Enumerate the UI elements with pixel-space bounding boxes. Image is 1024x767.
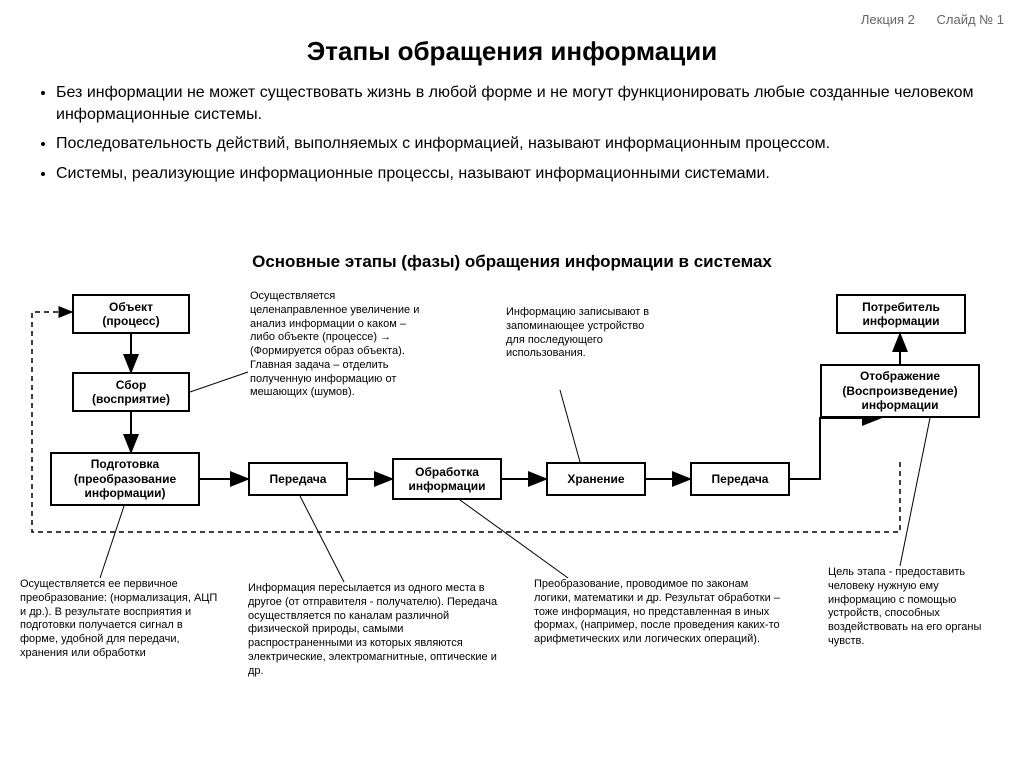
bullet-item: Системы, реализующие информационные проц… bbox=[56, 163, 994, 185]
note-n_obrab: Преобразование, проводимое по законам ло… bbox=[534, 578, 784, 647]
page-title: Этапы обращения информации bbox=[0, 36, 1024, 67]
note-n_pered: Информация пересылается из одного места … bbox=[248, 582, 498, 678]
box-pered1: Передача bbox=[248, 462, 348, 496]
note-n_sbor: Осуществляется целенаправленное увеличен… bbox=[250, 290, 428, 400]
callout-line-0 bbox=[190, 372, 248, 392]
slide-label: Слайд № 1 bbox=[937, 12, 1004, 27]
polyline-0 bbox=[790, 418, 880, 479]
bullet-item: Без информации не может существовать жиз… bbox=[56, 82, 994, 125]
box-hran: Хранение bbox=[546, 462, 646, 496]
callout-line-3 bbox=[300, 496, 344, 582]
subtitle: Основные этапы (фазы) обращения информац… bbox=[0, 252, 1024, 272]
header-meta: Лекция 2 Слайд № 1 bbox=[843, 12, 1004, 27]
note-n_otobr: Цель этапа - предоставить человеку нужну… bbox=[828, 566, 1008, 649]
callout-line-1 bbox=[560, 390, 580, 462]
lecture-label: Лекция 2 bbox=[861, 12, 915, 27]
box-sbor: Сбор (восприятие) bbox=[72, 372, 190, 412]
note-n_hran: Информацию записывают в запоминающее уст… bbox=[506, 306, 656, 361]
box-otobr: Отображение (Воспроизведение) информации bbox=[820, 364, 980, 418]
note-n_podg: Осуществляется ее первичное преобразован… bbox=[20, 578, 220, 661]
box-podg: Подготовка (преобразование информации) bbox=[50, 452, 200, 506]
box-pered2: Передача bbox=[690, 462, 790, 496]
callout-line-5 bbox=[900, 418, 930, 566]
box-obrab: Обработка информации bbox=[392, 458, 502, 500]
callout-line-4 bbox=[460, 500, 568, 578]
box-object: Объект (процесс) bbox=[72, 294, 190, 334]
flow-diagram: Объект (процесс) Сбор (восприятие) Подгото… bbox=[0, 282, 1024, 752]
bullet-item: Последовательность действий, выполняемых… bbox=[56, 133, 994, 155]
callout-line-2 bbox=[100, 506, 124, 578]
box-potreb: Потребитель информации bbox=[836, 294, 966, 334]
bullet-list: Без информации не может существовать жиз… bbox=[30, 82, 994, 192]
